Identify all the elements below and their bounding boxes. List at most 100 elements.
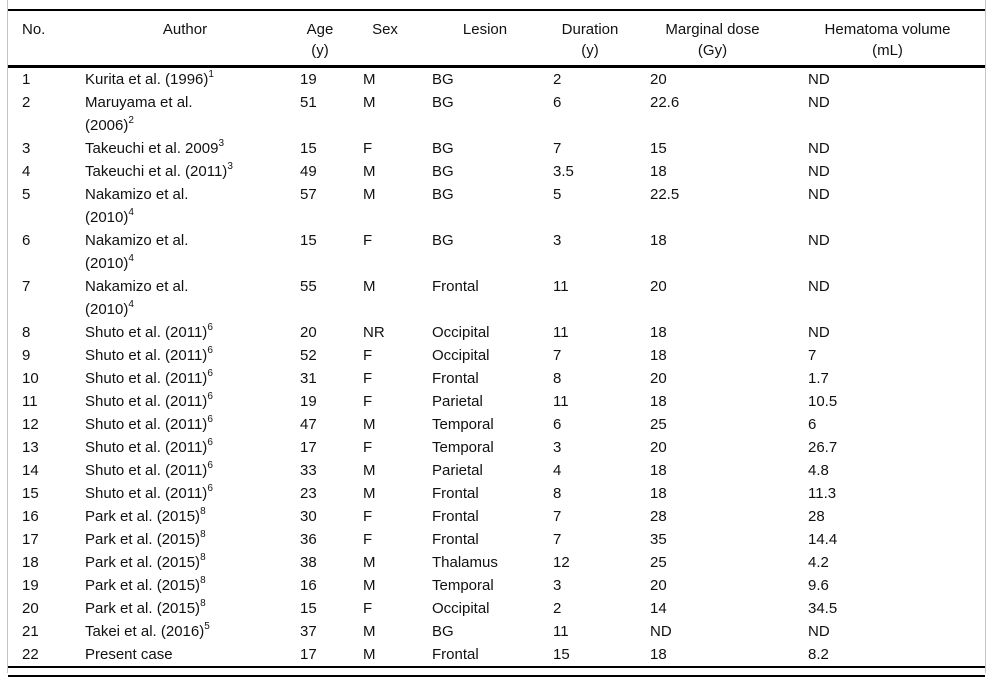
cell-dose: 18	[650, 232, 667, 249]
reference-superscript: 6	[207, 391, 213, 402]
cell-age: 33	[300, 462, 317, 479]
cell-dose: 22.6	[650, 94, 680, 111]
cell-age: 19	[300, 71, 317, 88]
cell-age: 38	[300, 554, 317, 571]
cell-duration: 6	[553, 416, 562, 433]
column-label: Sex	[372, 21, 398, 38]
cell-author: Shuto et al. (2011)6	[85, 483, 213, 503]
cell-lesion: Frontal	[432, 508, 479, 525]
cell-no: 3	[22, 140, 31, 157]
cell-no: 22	[22, 646, 39, 663]
cell-no: 20	[22, 600, 39, 617]
cell-lesion: BG	[432, 232, 454, 249]
reference-superscript: 1	[208, 69, 214, 80]
cell-lesion: BG	[432, 163, 454, 180]
cell-dose: 18	[650, 347, 667, 364]
cell-no: 12	[22, 416, 39, 433]
reference-superscript: 6	[207, 368, 213, 379]
cell-sex: M	[363, 646, 376, 663]
case-table-container: No. Author Age (y) Sex Lesion Duration (y) Margi…	[8, 9, 985, 677]
cell-dose: 20	[650, 577, 667, 594]
column-label: No.	[22, 21, 46, 38]
cell-sex: F	[363, 347, 373, 364]
cell-hematoma: ND	[808, 163, 830, 180]
reference-superscript: 6	[207, 460, 213, 471]
column-unit: (y)	[311, 42, 329, 59]
cell-hematoma: 7	[808, 347, 817, 364]
cell-author: Takeuchi et al. (2011)3	[85, 161, 233, 181]
cell-lesion: BG	[432, 94, 454, 111]
table-row: 8 Shuto et al. (2011)6 20 NR Occipital 11 18 ND	[8, 321, 985, 344]
table-row: 10 Shuto et al. (2011)6 31 F Frontal 8 20 1.7	[8, 367, 985, 390]
cell-age: 51	[300, 94, 317, 111]
cell-author: Park et al. (2015)8	[85, 529, 206, 549]
reference-superscript: 6	[207, 437, 213, 448]
cell-sex: F	[363, 531, 373, 548]
cell-no: 4	[22, 163, 31, 180]
cell-no: 8	[22, 324, 31, 341]
reference-superscript: 8	[200, 575, 206, 586]
reference-superscript: 8	[200, 598, 206, 609]
table-row: 6 Nakamizo et al. (2010)4 15 F BG 3 18 ND	[8, 229, 985, 275]
cell-no: 5	[22, 186, 31, 203]
cell-author: Present case	[85, 646, 173, 663]
cell-duration: 7	[553, 347, 562, 364]
cell-no: 16	[22, 508, 39, 525]
cell-dose: 18	[650, 646, 667, 663]
header-row: No. Author Age (y) Sex Lesion Duration (y) Margi…	[8, 10, 985, 68]
cell-author: Shuto et al. (2011)6	[85, 460, 213, 480]
cell-no: 6	[22, 232, 31, 249]
column-label: Author	[162, 21, 208, 38]
cell-author: Park et al. (2015)8	[85, 598, 206, 618]
cell-dose: 15	[650, 140, 667, 157]
cell-hematoma: 9.6	[808, 577, 829, 594]
column-unit: (Gy)	[697, 42, 728, 59]
cell-dose: 35	[650, 531, 667, 548]
cell-lesion: BG	[432, 623, 454, 640]
cell-hematoma: 8.2	[808, 646, 829, 663]
cell-dose: 20	[650, 278, 667, 295]
cell-author: Park et al. (2015)8	[85, 506, 206, 526]
cell-hematoma: 6	[808, 416, 817, 433]
cell-author: Shuto et al. (2011)6	[85, 437, 213, 457]
column-header-hematoma: Hematoma volume (mL)	[790, 10, 985, 68]
cell-age: 57	[300, 186, 317, 203]
cell-dose: 20	[650, 439, 667, 456]
cell-duration: 2	[553, 600, 562, 617]
reference-superscript: 6	[207, 345, 213, 356]
reference-superscript: 8	[200, 529, 206, 540]
cell-duration: 4	[553, 462, 562, 479]
cell-duration: 11	[553, 393, 569, 410]
cell-lesion: Occipital	[432, 324, 490, 341]
column-label: Age	[306, 21, 334, 38]
cell-duration: 7	[553, 140, 562, 157]
cell-sex: NR	[363, 324, 385, 341]
column-header-duration: Duration (y)	[545, 10, 635, 68]
cell-lesion: Frontal	[432, 531, 479, 548]
cell-lesion: Frontal	[432, 370, 479, 387]
cell-duration: 7	[553, 508, 562, 525]
table-header: No. Author Age (y) Sex Lesion Duration (y) Margi…	[8, 10, 985, 68]
cell-age: 16	[300, 577, 317, 594]
cell-age: 49	[300, 163, 317, 180]
cell-duration: 8	[553, 370, 562, 387]
table-body: 1 Kurita et al. (1996)1 19 M BG 2 20 ND 2 Maruyam…	[8, 67, 985, 667]
cell-lesion: Frontal	[432, 485, 479, 502]
cell-sex: F	[363, 140, 373, 157]
column-header-sex: Sex	[345, 10, 425, 68]
cell-dose: 25	[650, 554, 667, 571]
cell-no: 14	[22, 462, 39, 479]
cell-lesion: Temporal	[432, 416, 494, 433]
table-row: 4 Takeuchi et al. (2011)3 49 M BG 3.5 18 ND	[8, 160, 985, 183]
cell-no: 17	[22, 531, 39, 548]
cell-author: Takei et al. (2016)5	[85, 621, 210, 641]
cell-sex: M	[363, 278, 376, 295]
cell-duration: 6	[553, 94, 562, 111]
cell-no: 21	[22, 623, 39, 640]
cell-age: 17	[300, 646, 317, 663]
cell-no: 1	[22, 71, 31, 88]
cell-author: Shuto et al. (2011)6	[85, 391, 213, 411]
column-header-dose: Marginal dose (Gy)	[635, 10, 790, 68]
cell-sex: M	[363, 623, 376, 640]
reference-superscript: 6	[207, 322, 213, 333]
